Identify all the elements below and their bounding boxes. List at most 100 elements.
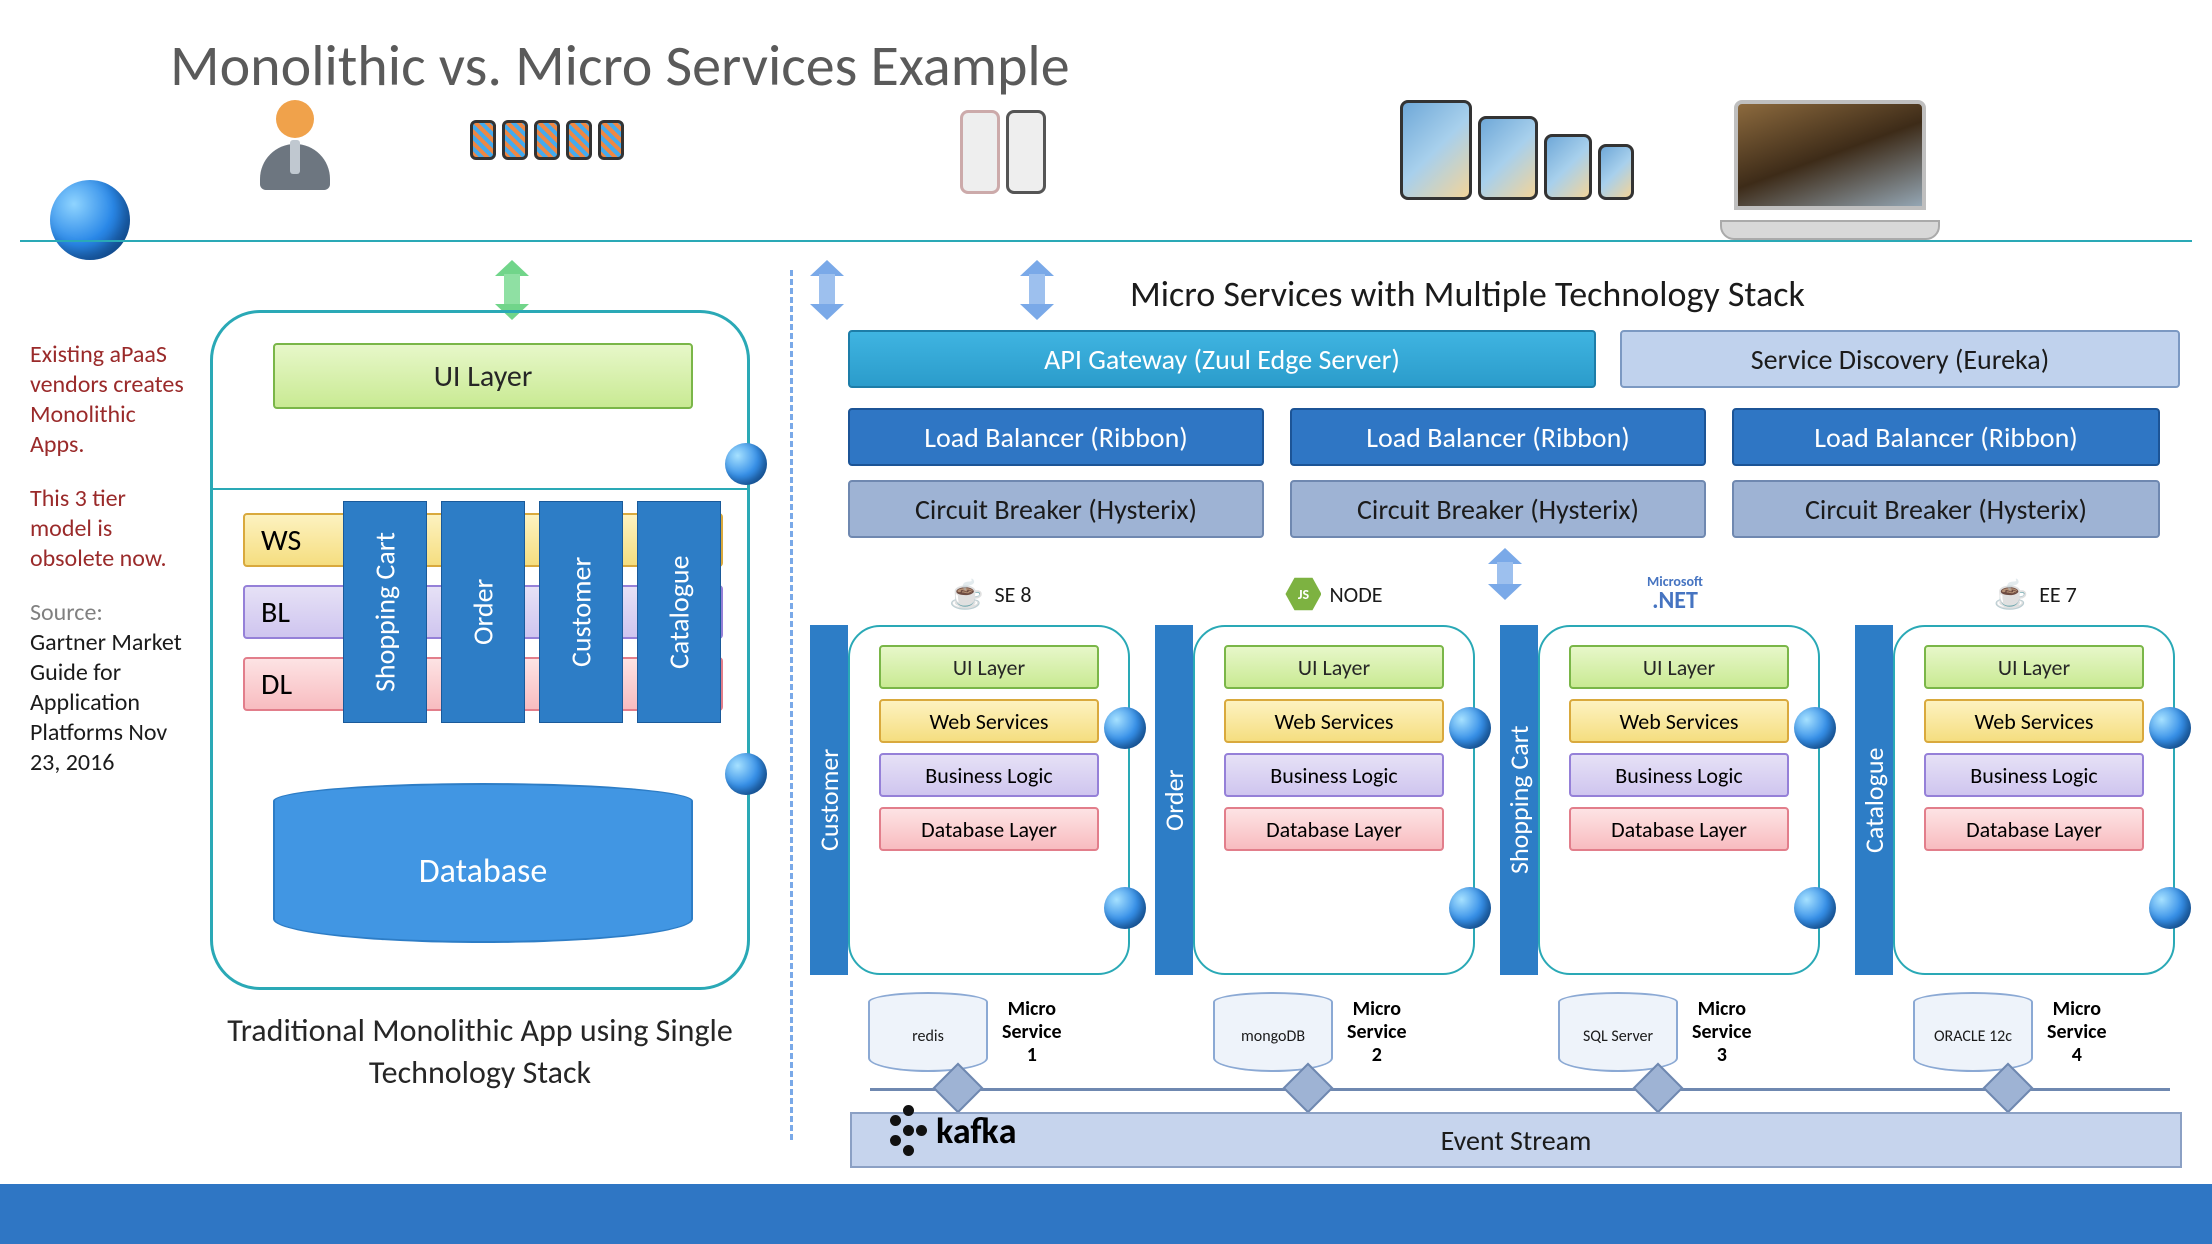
globe-icon [1449, 887, 1491, 929]
tech-label: NODE [1329, 581, 1382, 608]
source-label: Source: [30, 598, 190, 628]
note-apaas: Existing aPaaS vendors creates Monolithi… [30, 340, 190, 460]
service-panel: UI Layer Web Services Business Logic Databa… [1193, 625, 1475, 975]
horizontal-divider [20, 240, 2192, 242]
tech-label: EE 7 [2039, 581, 2077, 608]
tech-row: SE 8 [848, 567, 1130, 621]
ms-bl-layer: Business Logic [879, 753, 1099, 797]
globe-icon [725, 443, 767, 485]
database-icon: ORACLE 12c [1913, 992, 2033, 1072]
source-text: Gartner Market Guide for Application Pla… [30, 628, 190, 778]
laptop-icon [1720, 100, 1940, 240]
ms-bl-layer: Business Logic [1569, 753, 1789, 797]
ms-ui-layer: UI Layer [879, 645, 1099, 689]
person-icon [260, 100, 330, 190]
tech-label: SE 8 [995, 581, 1032, 608]
service-side-label: Catalogue [1855, 625, 1893, 975]
globe-icon [1449, 707, 1491, 749]
tech-row: JS NODE [1193, 567, 1475, 621]
microservice-card: JSNODEOrderUI LayerWeb ServicesBusiness … [1155, 625, 1475, 1065]
ms-ws-layer: Web Services [1224, 699, 1444, 743]
tech-row: Microsoft.NET [1538, 567, 1820, 621]
globe-icon [1104, 707, 1146, 749]
monolith-col-shopping-cart: Shopping Cart [343, 501, 427, 723]
arrow-bidirectional-icon [1488, 548, 1522, 600]
monolith-ui-layer: UI Layer [273, 343, 693, 409]
ms-service-label: MicroService3 [1692, 998, 1752, 1067]
ms-service-label: MicroService2 [1347, 998, 1407, 1067]
service-side-label: Order [1155, 625, 1193, 975]
device-row [0, 90, 2212, 230]
note-obsolete: This 3 tier model is obsolete now. [30, 484, 190, 574]
dotnet-icon: Microsoft.NET [1647, 575, 1703, 613]
database-icon: redis [868, 992, 988, 1072]
service-panel: UI Layer Web Services Business Logic Databa… [1538, 625, 1820, 975]
monolith-caption: Traditional Monolithic App using Single … [180, 1010, 780, 1093]
service-panel: UI Layer Web Services Business Logic Databa… [848, 625, 1130, 975]
ms-service-label: MicroService1 [1002, 998, 1062, 1067]
globe-icon [725, 753, 767, 795]
ms-ui-layer: UI Layer [1224, 645, 1444, 689]
monolith-col-order: Order [441, 501, 525, 723]
database-icon: SQL Server [1558, 992, 1678, 1072]
ms-ui-layer: UI Layer [1924, 645, 2144, 689]
ms-dl-layer: Database Layer [1224, 807, 1444, 851]
ms-ws-layer: Web Services [879, 699, 1099, 743]
monolith-col-customer: Customer [539, 501, 623, 723]
phones-icon [960, 110, 1046, 194]
globe-icon [1104, 887, 1146, 929]
load-balancer-box: Load Balancer (Ribbon) [1732, 408, 2160, 466]
database-icon: mongoDB [1213, 992, 1333, 1072]
circuit-breaker-box: Circuit Breaker (Hysterix) [1732, 480, 2160, 538]
globe-icon [1794, 707, 1836, 749]
tablets-icon [1400, 100, 1634, 200]
globe-icon [50, 180, 130, 265]
nodejs-icon: JS [1285, 576, 1321, 612]
ms-db-row: SQL ServerMicroService3 [1558, 987, 1810, 1077]
microservice-card: SE 8CustomerUI LayerWeb ServicesBusiness… [810, 625, 1130, 1065]
globe-icon [1794, 887, 1836, 929]
load-balancer-box: Load Balancer (Ribbon) [1290, 408, 1706, 466]
java-icon [1991, 574, 2031, 614]
left-notes: Existing aPaaS vendors creates Monolithi… [30, 340, 190, 778]
ms-service-label: MicroService4 [2047, 998, 2107, 1067]
monolith-divider [213, 488, 747, 490]
service-side-label: Customer [810, 625, 848, 975]
monolith-database: Database [273, 783, 693, 943]
globe-icon [2149, 707, 2191, 749]
globe-icon [2149, 887, 2191, 929]
ms-ws-layer: Web Services [1569, 699, 1789, 743]
ms-dl-layer: Database Layer [879, 807, 1099, 851]
bottom-band [0, 1184, 2212, 1244]
ms-ws-layer: Web Services [1924, 699, 2144, 743]
eventstream-line [870, 1088, 2170, 1091]
monolith-container: UI Layer WS BL DL Shopping Cart Order Cu… [210, 310, 750, 990]
ms-dl-layer: Database Layer [1569, 807, 1789, 851]
microservice-card: Microsoft.NETShopping CartUI LayerWeb Se… [1500, 625, 1820, 1065]
tech-row: EE 7 [1893, 567, 2175, 621]
service-side-label: Shopping Cart [1500, 625, 1538, 975]
ms-db-row: mongoDBMicroService2 [1213, 987, 1465, 1077]
ms-bl-layer: Business Logic [1224, 753, 1444, 797]
vertical-divider-dashed [790, 270, 793, 1140]
microservices-title: Micro Services with Multiple Technology … [1130, 272, 1805, 316]
smartwatches-icon [470, 120, 624, 160]
monolith-col-catalogue: Catalogue [637, 501, 721, 723]
event-stream-bar: Event Stream [850, 1112, 2182, 1168]
microservice-card: EE 7CatalogueUI LayerWeb ServicesBusines… [1855, 625, 2175, 1065]
circuit-breaker-box: Circuit Breaker (Hysterix) [1290, 480, 1706, 538]
ms-bl-layer: Business Logic [1924, 753, 2144, 797]
kafka-icon [890, 1105, 926, 1157]
ms-db-row: ORACLE 12cMicroService4 [1913, 987, 2165, 1077]
ms-ui-layer: UI Layer [1569, 645, 1789, 689]
service-discovery-box: Service Discovery (Eureka) [1620, 330, 2180, 388]
arrow-bidirectional-icon [810, 260, 844, 320]
service-panel: UI Layer Web Services Business Logic Databa… [1893, 625, 2175, 975]
ms-db-row: redisMicroService1 [868, 987, 1120, 1077]
arrow-bidirectional-icon [1020, 260, 1054, 320]
circuit-breaker-box: Circuit Breaker (Hysterix) [848, 480, 1264, 538]
java-icon [947, 574, 987, 614]
kafka-label: kafka [890, 1105, 1017, 1157]
ms-dl-layer: Database Layer [1924, 807, 2144, 851]
load-balancer-box: Load Balancer (Ribbon) [848, 408, 1264, 466]
